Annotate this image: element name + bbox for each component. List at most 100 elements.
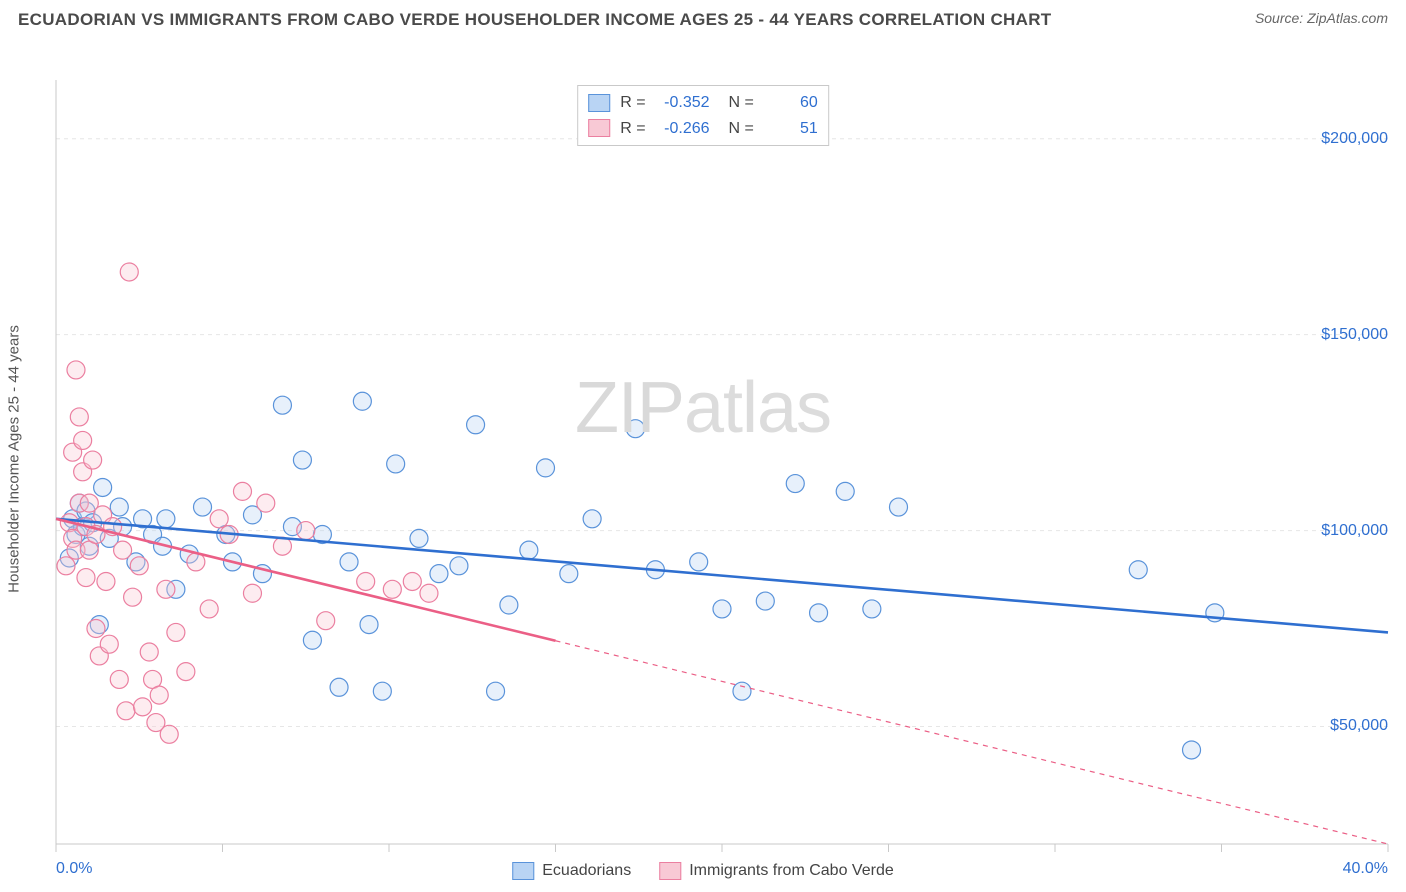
data-point — [210, 510, 228, 528]
data-point — [257, 494, 275, 512]
legend-item: Immigrants from Cabo Verde — [659, 862, 894, 880]
data-point — [194, 498, 212, 516]
data-point — [57, 557, 75, 575]
data-point — [110, 498, 128, 516]
data-point — [786, 475, 804, 493]
data-point — [487, 682, 505, 700]
y-tick-label: $150,000 — [1321, 326, 1388, 344]
data-point — [863, 600, 881, 618]
data-point — [177, 663, 195, 681]
data-point — [130, 557, 148, 575]
data-point — [387, 455, 405, 473]
data-point — [200, 600, 218, 618]
data-point — [889, 498, 907, 516]
data-point — [100, 635, 118, 653]
y-tick-label: $200,000 — [1321, 130, 1388, 148]
data-point — [357, 572, 375, 590]
data-point — [520, 541, 538, 559]
data-point — [94, 478, 112, 496]
data-point — [297, 522, 315, 540]
legend-swatch — [588, 94, 610, 112]
data-point — [84, 451, 102, 469]
data-point — [303, 631, 321, 649]
data-point — [243, 584, 261, 602]
data-point — [537, 459, 555, 477]
data-point — [134, 698, 152, 716]
data-point — [273, 396, 291, 414]
source-attribution: Source: ZipAtlas.com — [1255, 10, 1388, 30]
data-point — [74, 431, 92, 449]
x-axis-min-label: 0.0% — [56, 860, 92, 878]
legend-swatch — [512, 862, 534, 880]
data-point — [124, 588, 142, 606]
data-point — [360, 616, 378, 634]
data-point — [330, 678, 348, 696]
data-point — [373, 682, 391, 700]
stat-r-label: R = — [620, 90, 645, 116]
legend-label: Immigrants from Cabo Verde — [689, 862, 894, 880]
data-point — [500, 596, 518, 614]
y-axis-label: Householder Income Ages 25 - 44 years — [6, 325, 23, 593]
stat-r-label: R = — [620, 116, 645, 142]
stat-n-value: 51 — [764, 116, 818, 142]
legend-swatch — [659, 862, 681, 880]
data-point — [420, 584, 438, 602]
data-point — [77, 569, 95, 587]
data-point — [810, 604, 828, 622]
data-point — [430, 565, 448, 583]
data-point — [157, 510, 175, 528]
data-point — [157, 580, 175, 598]
legend: Ecuadorians Immigrants from Cabo Verde — [512, 862, 893, 880]
data-point — [117, 702, 135, 720]
data-point — [410, 529, 428, 547]
data-point — [293, 451, 311, 469]
data-point — [756, 592, 774, 610]
legend-label: Ecuadorians — [542, 862, 631, 880]
data-point — [114, 541, 132, 559]
stat-r-value: -0.266 — [656, 116, 710, 142]
data-point — [1183, 741, 1201, 759]
y-tick-label: $50,000 — [1330, 717, 1388, 735]
data-point — [403, 572, 421, 590]
data-point — [690, 553, 708, 571]
data-point — [583, 510, 601, 528]
stat-n-value: 60 — [764, 90, 818, 116]
data-point — [110, 670, 128, 688]
correlation-stats-box: R = -0.352 N = 60 R = -0.266 N = 51 — [577, 85, 829, 146]
chart-container: Householder Income Ages 25 - 44 years ZI… — [0, 36, 1406, 882]
data-point — [120, 263, 138, 281]
chart-title: ECUADORIAN VS IMMIGRANTS FROM CABO VERDE… — [18, 10, 1051, 30]
data-point — [1129, 561, 1147, 579]
legend-swatch — [588, 119, 610, 137]
data-point — [70, 408, 88, 426]
stats-row: R = -0.266 N = 51 — [588, 116, 818, 142]
x-axis-max-label: 40.0% — [1343, 860, 1388, 878]
data-point — [233, 482, 251, 500]
stats-row: R = -0.352 N = 60 — [588, 90, 818, 116]
data-point — [97, 572, 115, 590]
data-point — [560, 565, 578, 583]
trend-line-dashed — [556, 641, 1389, 844]
data-point — [160, 725, 178, 743]
data-point — [836, 482, 854, 500]
legend-item: Ecuadorians — [512, 862, 631, 880]
scatter-chart — [0, 36, 1406, 882]
data-point — [467, 416, 485, 434]
data-point — [167, 623, 185, 641]
stat-n-label: N = — [720, 116, 754, 142]
data-point — [150, 686, 168, 704]
data-point — [87, 620, 105, 638]
data-point — [353, 392, 371, 410]
data-point — [67, 361, 85, 379]
data-point — [317, 612, 335, 630]
data-point — [626, 420, 644, 438]
data-point — [340, 553, 358, 571]
data-point — [140, 643, 158, 661]
stat-n-label: N = — [720, 90, 754, 116]
y-tick-label: $100,000 — [1321, 522, 1388, 540]
data-point — [383, 580, 401, 598]
data-point — [733, 682, 751, 700]
data-point — [713, 600, 731, 618]
data-point — [450, 557, 468, 575]
stat-r-value: -0.352 — [656, 90, 710, 116]
